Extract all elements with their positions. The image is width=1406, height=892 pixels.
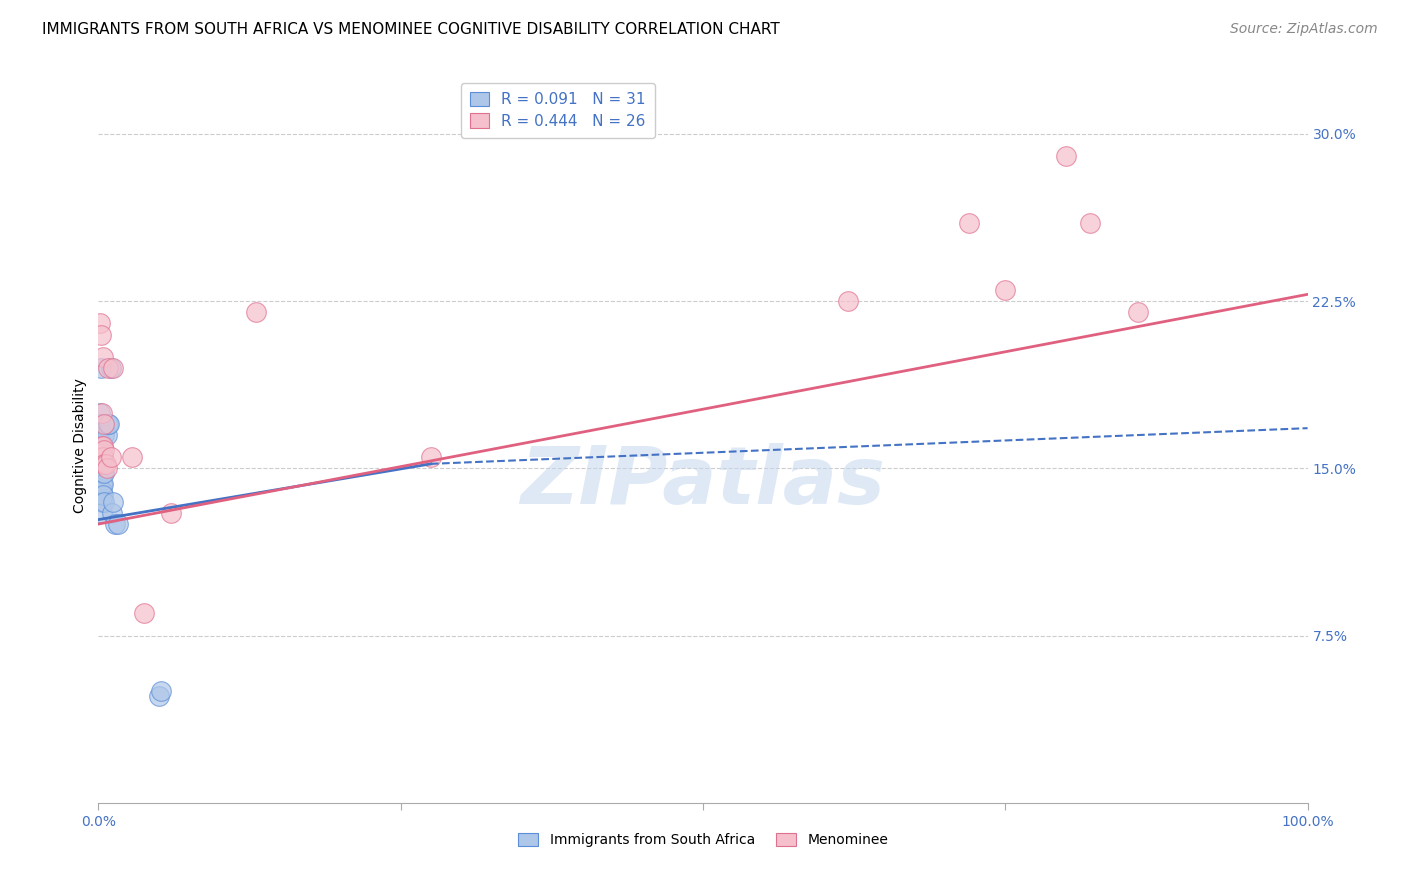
Point bbox=[1128, 305, 1150, 319]
Point bbox=[97, 360, 120, 375]
Point bbox=[91, 405, 114, 419]
Point bbox=[93, 457, 115, 471]
Point bbox=[245, 305, 267, 319]
Legend: Immigrants from South Africa, Menominee: Immigrants from South Africa, Menominee bbox=[512, 828, 894, 853]
Text: IMMIGRANTS FROM SOUTH AFRICA VS MENOMINEE COGNITIVE DISABILITY CORRELATION CHART: IMMIGRANTS FROM SOUTH AFRICA VS MENOMINE… bbox=[42, 22, 780, 37]
Point bbox=[107, 516, 129, 531]
Point bbox=[837, 293, 859, 308]
Point bbox=[89, 316, 111, 330]
Text: ZIPatlas: ZIPatlas bbox=[520, 442, 886, 521]
Point bbox=[93, 494, 115, 508]
Point bbox=[90, 450, 112, 464]
Point bbox=[104, 516, 127, 531]
Point bbox=[121, 450, 143, 464]
Point bbox=[134, 607, 156, 621]
Point bbox=[91, 506, 114, 520]
Point bbox=[89, 405, 111, 419]
Point bbox=[148, 689, 170, 703]
Point bbox=[91, 488, 114, 502]
Point bbox=[96, 427, 118, 442]
Point bbox=[91, 450, 114, 464]
Point bbox=[994, 283, 1017, 297]
Point bbox=[93, 443, 115, 458]
Point bbox=[101, 360, 124, 375]
Point bbox=[91, 450, 114, 464]
Point bbox=[420, 450, 443, 464]
Text: Source: ZipAtlas.com: Source: ZipAtlas.com bbox=[1230, 22, 1378, 37]
Point bbox=[1054, 149, 1077, 163]
Point bbox=[1078, 216, 1101, 230]
Point bbox=[100, 506, 122, 520]
Point bbox=[90, 360, 112, 375]
Point bbox=[90, 417, 112, 431]
Point bbox=[90, 327, 112, 342]
Y-axis label: Cognitive Disability: Cognitive Disability bbox=[73, 378, 87, 514]
Point bbox=[90, 466, 112, 480]
Point bbox=[91, 494, 114, 508]
Point bbox=[100, 360, 122, 375]
Point bbox=[98, 417, 121, 431]
Point bbox=[91, 466, 114, 480]
Point bbox=[96, 461, 118, 475]
Point bbox=[957, 216, 980, 230]
Point bbox=[91, 439, 114, 453]
Point bbox=[91, 466, 114, 480]
Point bbox=[91, 476, 114, 491]
Point bbox=[91, 476, 114, 491]
Point bbox=[91, 350, 114, 364]
Point bbox=[93, 466, 115, 480]
Point bbox=[94, 457, 117, 471]
Point bbox=[91, 457, 114, 471]
Point bbox=[93, 417, 115, 431]
Point bbox=[90, 434, 112, 449]
Point bbox=[89, 421, 111, 435]
Point bbox=[97, 417, 120, 431]
Point bbox=[91, 439, 114, 453]
Point bbox=[100, 450, 122, 464]
Point bbox=[150, 684, 173, 698]
Point bbox=[91, 483, 114, 498]
Point bbox=[93, 427, 115, 442]
Point bbox=[160, 506, 183, 520]
Point bbox=[101, 494, 124, 508]
Point bbox=[91, 450, 114, 464]
